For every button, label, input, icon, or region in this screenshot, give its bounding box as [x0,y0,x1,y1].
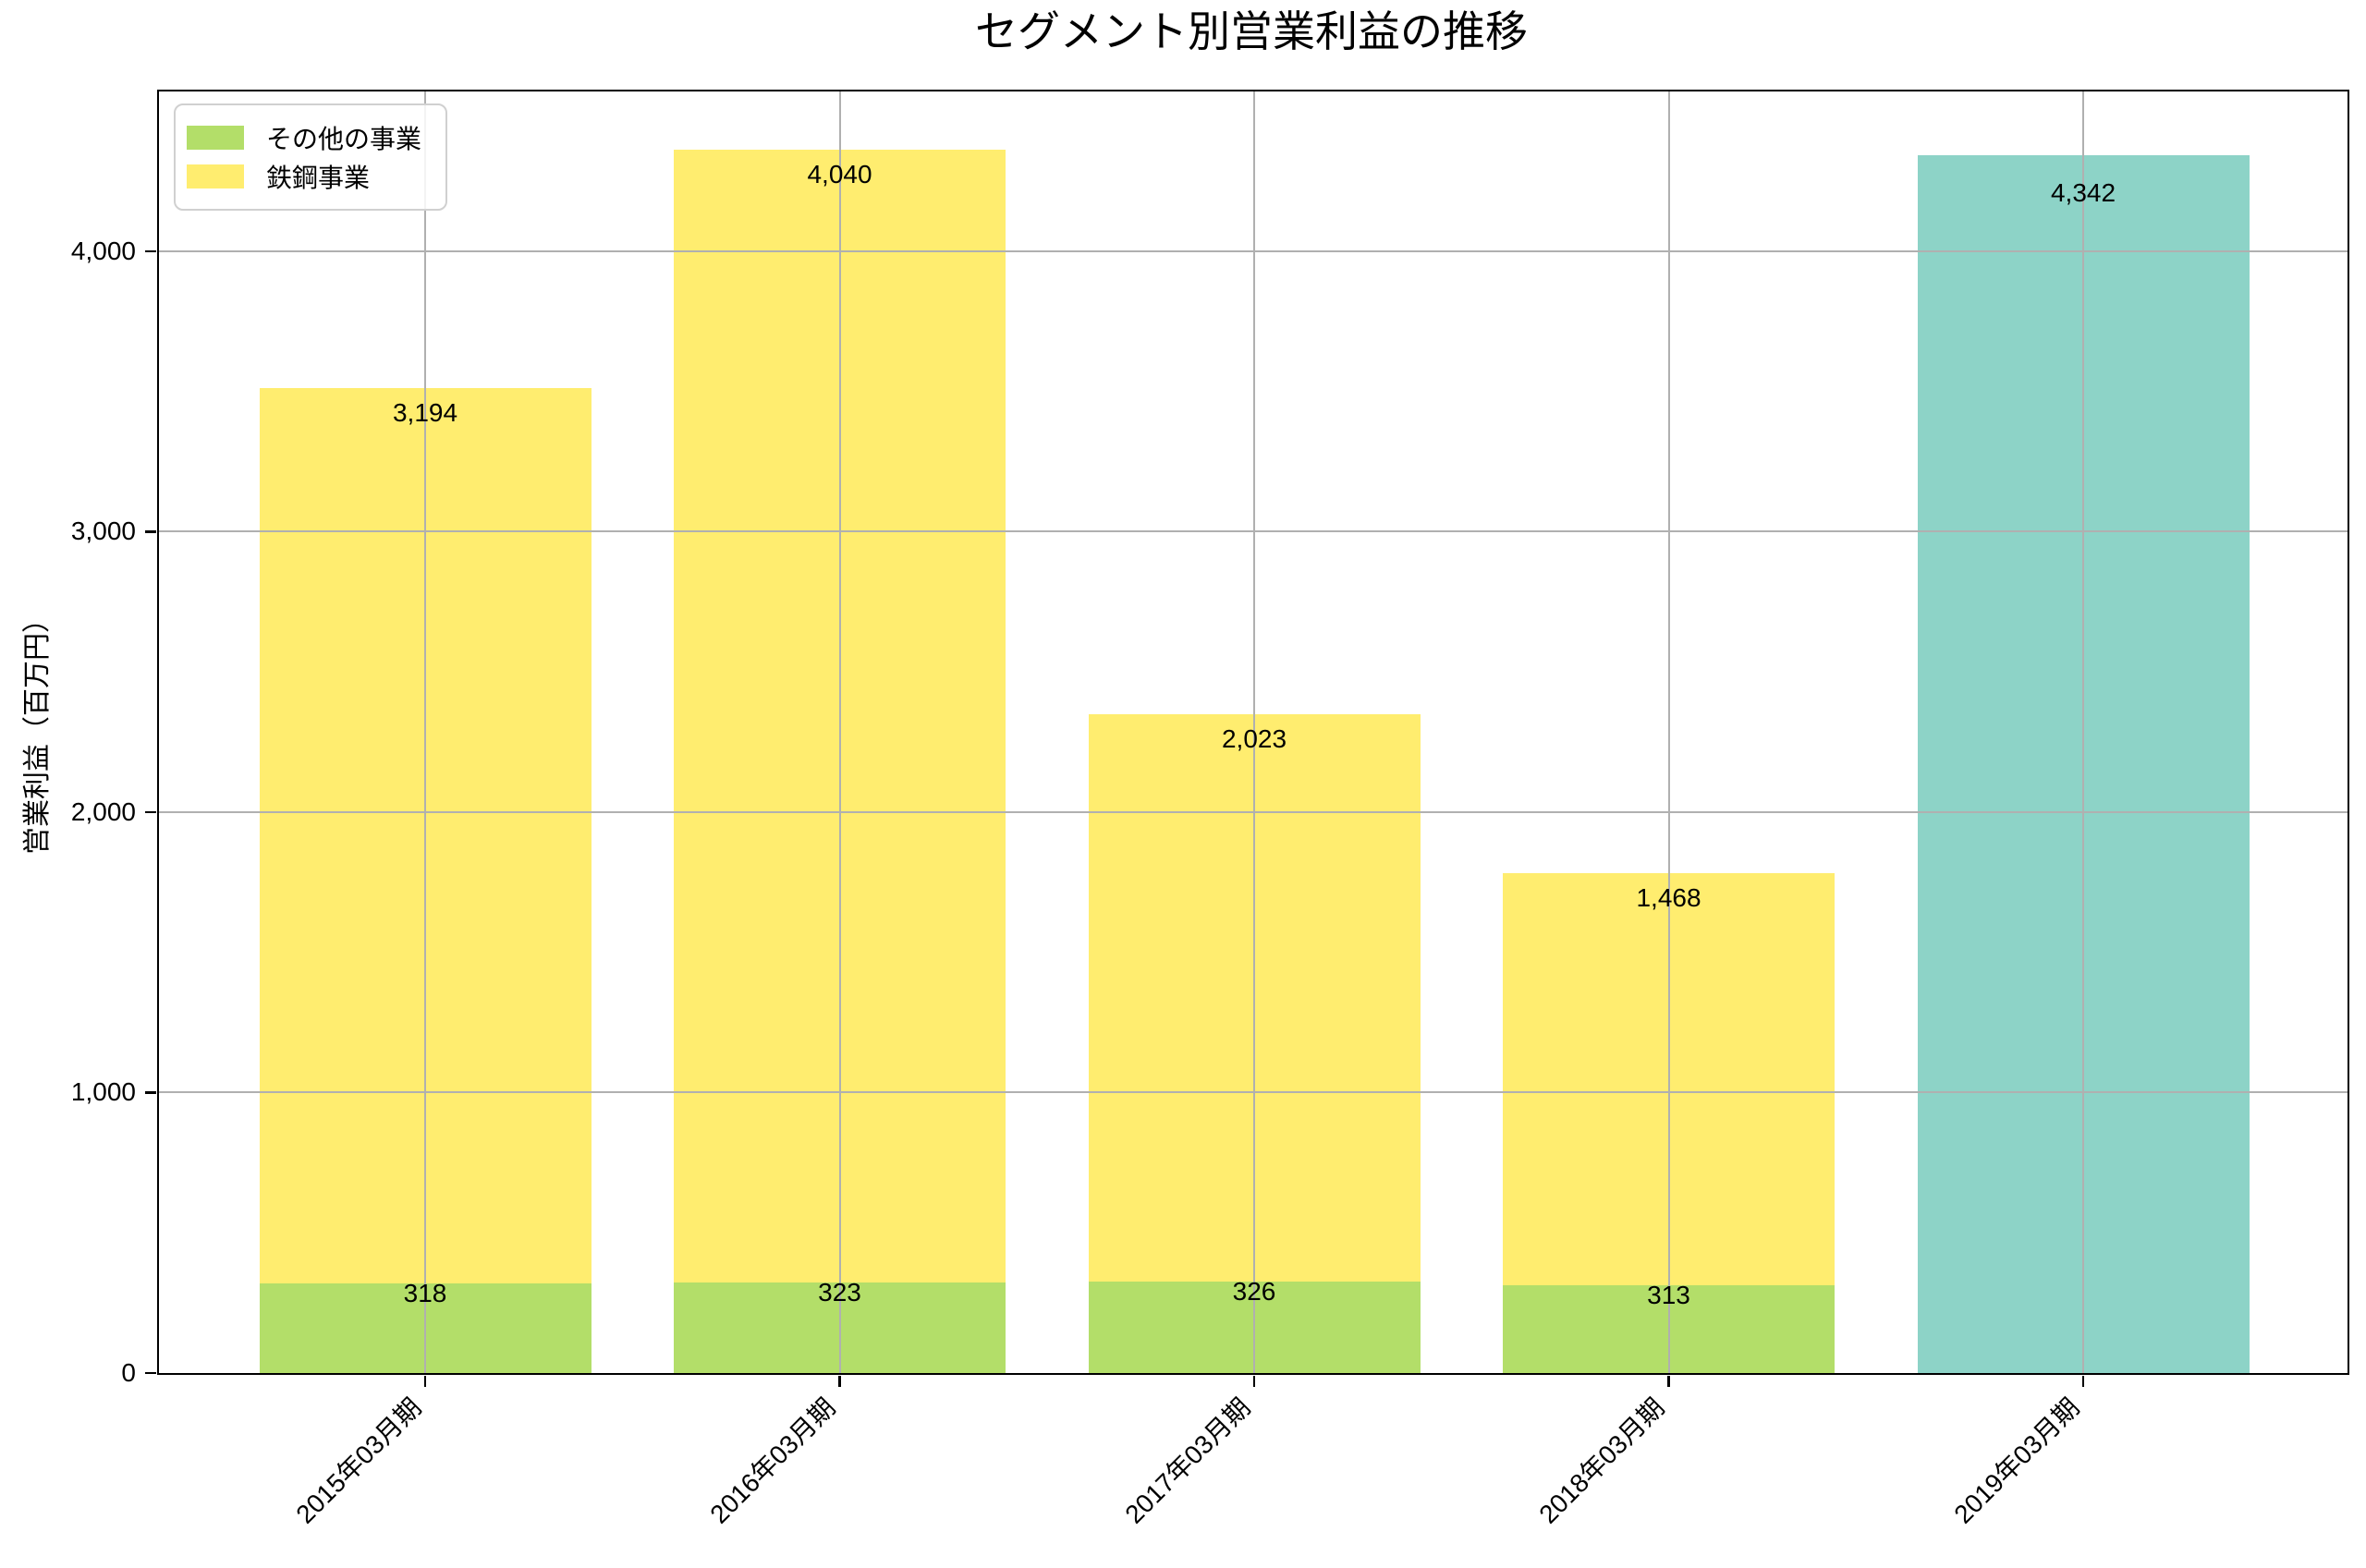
bar-value-label: 2,023 [1221,724,1287,754]
bar-value-label: 326 [1232,1277,1276,1307]
y-tick-label: 4,000 [70,236,136,265]
legend-swatch [187,126,244,150]
y-tick-label: 2,000 [70,796,136,826]
legend-label: 鉄鋼事業 [266,164,371,192]
x-tick [838,1376,841,1387]
y-tick-label: 1,000 [70,1077,136,1107]
y-tick [145,810,156,814]
y-tick-label: 3,000 [70,517,136,546]
bar-value-label: 3,194 [392,398,458,428]
x-tick-label-text: 2017年03月期 [1118,1392,1256,1529]
legend-row: 鉄鋼事業 [187,157,421,196]
bar-value-label: 323 [818,1277,861,1307]
legend-label: その他の事業 [266,125,422,153]
y-tick [145,1091,156,1094]
x-tick-label-text: 2016年03月期 [704,1392,841,1529]
bar-value-label: 4,342 [2050,178,2116,208]
y-tick [145,1371,156,1375]
y-tick-label: 0 [121,1358,136,1387]
x-tick [1667,1376,1670,1387]
x-tick-label-text: 2019年03月期 [1947,1392,2085,1529]
gridline-vertical [424,91,426,1373]
x-tick [423,1376,427,1387]
legend-row: その他の事業 [187,118,421,157]
plot-area: 318 3,194 323 4,040 326 2,023 313 1,468 4,342 0 1,… [71,90,2349,1529]
gridline-vertical [1253,91,1255,1373]
x-tick-label-text: 2015年03月期 [289,1392,427,1529]
y-tick [145,530,156,533]
bar-value-label: 1,468 [1636,883,1701,913]
bar-value-label: 313 [1647,1281,1690,1309]
x-tick-label-text: 2018年03月期 [1533,1392,1670,1529]
gridline-vertical [838,91,841,1373]
bar-value-label: 318 [403,1279,447,1308]
y-tick [145,249,156,253]
gridline-vertical [1667,91,1670,1373]
x-tick [1252,1376,1256,1387]
legend: その他の事業 鉄鋼事業 [174,103,448,211]
legend-swatch [187,164,244,188]
chart-title: セグメント別営業利益の推移 [975,7,1528,55]
gridline-vertical [2082,91,2084,1373]
x-tick [2081,1376,2085,1387]
bar-value-label: 4,040 [807,159,872,188]
